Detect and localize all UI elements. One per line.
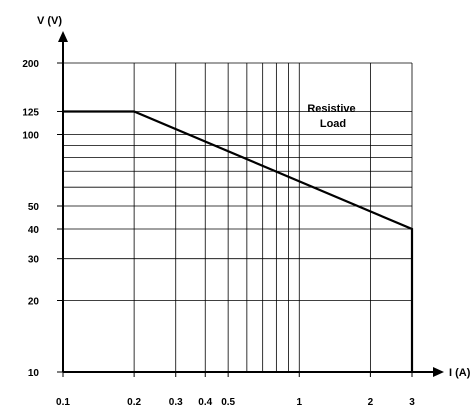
annotation-resistive-load: Resistive Load [307,103,358,130]
y-tick-label: 40 [28,225,40,236]
y-tick-label: 10 [28,368,40,379]
x-tick-label: 1 [296,397,302,406]
grid-lines [63,62,413,372]
x-axis-label: I (A) [449,367,471,379]
x-tick-label: 3 [409,397,415,406]
x-tick-labels: 0.1 0.2 0.3 0.4 0.5 1 2 3 [56,372,415,406]
y-tick-labels: 10 20 30 40 50 100 125 200 [22,59,63,379]
y-tick-label: 20 [28,297,40,308]
x-tick-label: 0.4 [198,397,212,406]
x-tick-label: 2 [368,397,374,406]
x-axis-arrow-icon [433,367,444,377]
y-tick-label: 100 [22,130,39,141]
x-tick-label: 0.3 [169,397,183,406]
y-tick-label: 125 [22,107,39,118]
annotation-line-1: Resistive [307,103,355,115]
x-tick-label: 0.5 [221,397,235,406]
x-tick-label: 0.1 [56,397,70,406]
y-tick-label: 50 [28,202,40,213]
y-axis-arrow-icon [58,31,68,42]
x-tick-label: 0.2 [127,397,141,406]
series-line [63,110,414,372]
series [63,110,414,372]
annotation-line-2: Load [320,118,346,130]
y-tick-label: 200 [22,59,39,70]
y-tick-label: 30 [28,255,40,266]
y-axis-label: V (V) [37,15,62,27]
axes [58,31,444,377]
